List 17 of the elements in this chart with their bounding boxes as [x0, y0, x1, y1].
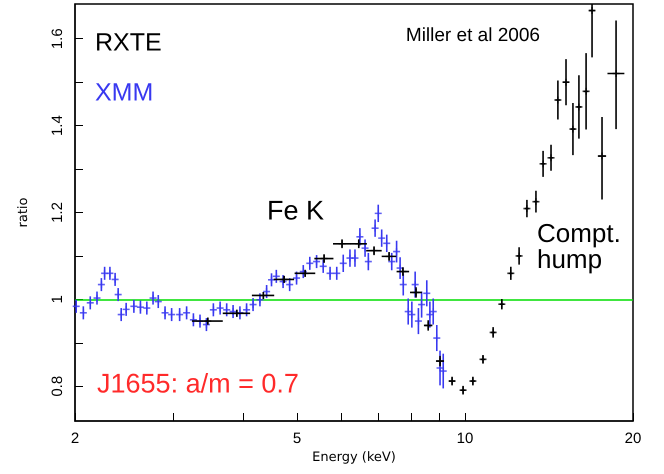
y-tick-label: 1.4	[49, 115, 66, 136]
annotation: J1655: a/m = 0.7	[97, 368, 299, 398]
x-tick-label: 10	[456, 430, 474, 447]
y-tick-label: 1.6	[49, 28, 66, 50]
annotation: Fe K	[267, 196, 324, 226]
text: RXTE	[95, 28, 162, 56]
x-axis-title: Energy (keV)	[312, 450, 396, 465]
y-tick-label: 1.2	[49, 202, 66, 223]
x-tick-label: 20	[624, 430, 642, 447]
y-tick-label: 1	[49, 295, 66, 304]
y-tick-label: 0.8	[49, 376, 66, 397]
text: XMM	[95, 78, 154, 106]
x-tick-label: 2	[70, 430, 80, 447]
annotation: Miller et al 2006	[406, 25, 540, 46]
y-axis-title: ratio	[16, 197, 31, 228]
annotation: Compt. hump	[537, 218, 621, 274]
x-tick-label: 5	[292, 430, 302, 447]
